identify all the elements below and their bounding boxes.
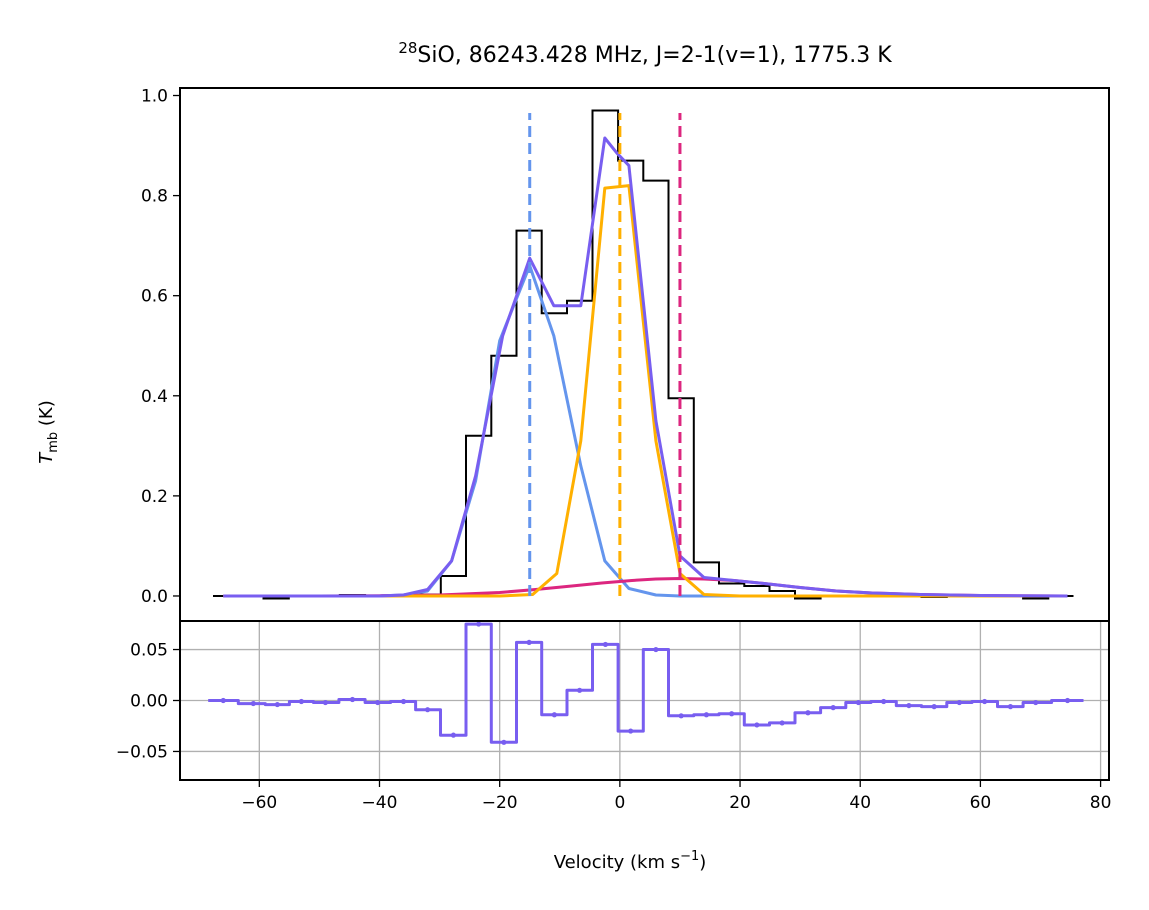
spectrum-y-tick-label: 1.0 bbox=[141, 87, 168, 107]
title-isotope: 28 bbox=[398, 39, 417, 57]
residual-point bbox=[250, 700, 256, 707]
residual-point bbox=[220, 697, 226, 704]
title-text: SiO, 86243.428 MHz, J=2-1(v=1), 1775.3 K bbox=[417, 43, 892, 68]
residual-frame bbox=[179, 620, 1110, 781]
y-axis-label-unit: (K) bbox=[36, 400, 57, 432]
residual-point bbox=[400, 698, 407, 705]
residual-line bbox=[208, 622, 1084, 744]
residual-point bbox=[956, 699, 962, 706]
component-2-fit-line bbox=[223, 184, 1068, 598]
residual-point bbox=[653, 646, 659, 653]
residual-point bbox=[754, 722, 760, 728]
x-axis-label-text: Velocity (km s bbox=[554, 852, 680, 873]
x-tick-label: −20 bbox=[482, 793, 518, 813]
residual-point bbox=[322, 699, 329, 706]
x-tick-label: 0 bbox=[614, 793, 625, 813]
residual-point bbox=[501, 739, 507, 745]
x-axis-label-superscript: −1 bbox=[680, 849, 699, 864]
residual-point bbox=[628, 728, 634, 734]
residual-point bbox=[577, 687, 583, 693]
x-tick-label: 80 bbox=[1090, 793, 1112, 813]
residual-point bbox=[450, 732, 457, 738]
residual-point bbox=[274, 701, 280, 708]
residual-point bbox=[424, 707, 431, 713]
spectrum-y-tick-label: 0.8 bbox=[141, 187, 168, 207]
residual-point bbox=[602, 641, 609, 648]
y-axis-label: Tmb (K) bbox=[36, 400, 61, 464]
x-tick-label: 20 bbox=[729, 793, 751, 813]
residual-point bbox=[1007, 704, 1014, 710]
spectrum-plot-area bbox=[180, 88, 1109, 621]
x-tick-label: −60 bbox=[241, 793, 277, 813]
residual-y-tick-label: −0.05 bbox=[116, 742, 168, 762]
residual-point bbox=[678, 713, 684, 719]
x-tick-label: −40 bbox=[362, 793, 398, 813]
residual-point bbox=[931, 704, 937, 710]
residual-point bbox=[779, 720, 785, 726]
x-tick-label: 60 bbox=[970, 793, 992, 813]
x-tick-label: 40 bbox=[849, 793, 871, 813]
x-axis-label-close: ) bbox=[699, 852, 706, 873]
y-axis-label-symbol: T bbox=[36, 451, 57, 464]
residual-point bbox=[881, 698, 887, 705]
residual-point bbox=[298, 698, 304, 705]
x-axis-label: Velocity (km s−1) bbox=[554, 849, 707, 873]
residual-point bbox=[349, 696, 356, 703]
residual-y-tick-label: 0.05 bbox=[130, 641, 168, 661]
residual-point bbox=[1033, 699, 1039, 706]
spectrum-y-tick-label: 0.2 bbox=[141, 487, 168, 507]
y-axis-label-subscript: mb bbox=[46, 432, 61, 453]
residual-point bbox=[855, 699, 862, 706]
residual-y-tick-label: 0.00 bbox=[130, 692, 168, 712]
spectrum-y-tick-label: 0.0 bbox=[141, 587, 168, 607]
residual-point bbox=[375, 699, 381, 706]
residual-point bbox=[830, 705, 836, 711]
spectrum-y-tick-label: 0.6 bbox=[141, 287, 168, 307]
residual-point bbox=[476, 621, 482, 627]
residual-point bbox=[526, 639, 532, 646]
chart-title: 28SiO, 86243.428 MHz, J=2-1(v=1), 1775.3… bbox=[398, 39, 892, 68]
spectrum-y-tick-label: 0.4 bbox=[141, 387, 168, 407]
residual-point bbox=[551, 712, 557, 718]
residual-point bbox=[982, 698, 988, 705]
residual-point bbox=[805, 710, 811, 716]
total-model-line bbox=[223, 136, 1068, 598]
residual-point bbox=[1064, 697, 1071, 704]
residual-panel: −0.05 0.00 0.05 −60 −40 −20 0 20 40 60 80 bbox=[116, 620, 1112, 813]
residual-point bbox=[729, 711, 735, 717]
residual-point bbox=[703, 712, 709, 718]
residual-point bbox=[906, 702, 912, 709]
spectrum-panel: 0.0 0.2 0.4 0.6 0.8 1.0 bbox=[141, 87, 1110, 628]
